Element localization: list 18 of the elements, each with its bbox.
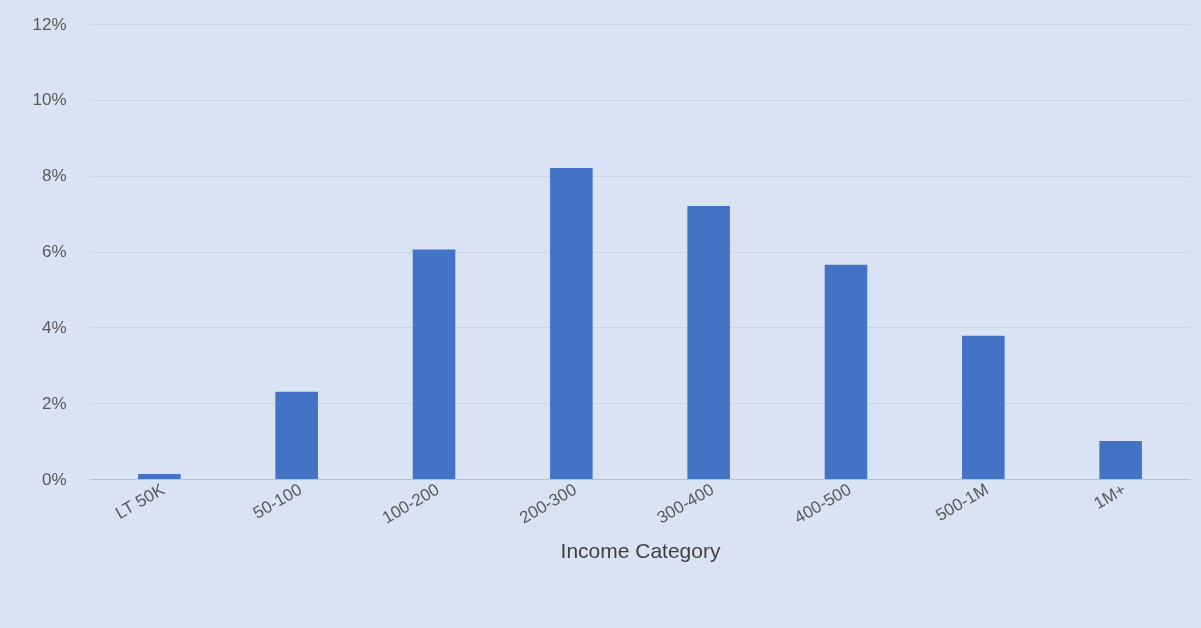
bar [412,249,456,479]
bar [824,264,868,479]
bar [275,391,318,479]
y-tick-label: 12% [32,14,67,34]
y-tick-label: 0% [41,469,67,489]
bar [138,474,181,479]
bar [687,206,730,479]
bar [550,168,593,479]
y-tick-label: 6% [41,242,67,261]
y-tick-label: 2% [41,393,67,413]
x-tick-label: LT 50K [112,479,169,523]
y-tick-label: 8% [41,166,67,186]
y-tick-label: 10% [32,90,67,110]
bar [962,335,1005,479]
y-tick-label: 4% [41,317,67,337]
x-axis-title: Income Category [560,538,721,562]
x-tick-label: 1M+ [1090,479,1130,513]
bar [1099,441,1142,479]
